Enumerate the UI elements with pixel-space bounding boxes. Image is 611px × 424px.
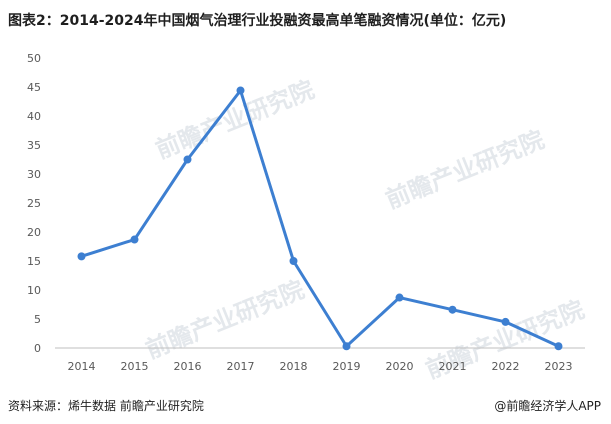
x-tick-label: 2018 (280, 360, 308, 373)
data-point (183, 155, 192, 164)
x-tick-label: 2019 (333, 360, 361, 373)
y-tick-label: 5 (34, 313, 41, 326)
y-tick-label: 20 (27, 226, 41, 239)
credit-note: @前瞻经济学人APP (494, 399, 601, 413)
y-tick-label: 50 (27, 52, 41, 65)
y-tick-label: 45 (27, 81, 41, 94)
data-point (554, 342, 563, 351)
source-note: 资料来源：烯牛数据 前瞻产业研究院 (8, 399, 204, 413)
data-point (77, 252, 86, 261)
data-point (289, 257, 298, 265)
data-point (342, 342, 351, 351)
series-line (80, 88, 560, 348)
y-tick-label: 30 (27, 168, 41, 181)
y-tick-label: 15 (27, 255, 41, 268)
data-point (236, 86, 245, 95)
x-tick-label: 2023 (545, 360, 573, 373)
y-tick-label: 35 (27, 139, 41, 152)
line-chart: 0 5 10 15 20 25 30 35 40 45 50 2014 2015 2016 2017 2018… (27, 52, 585, 373)
x-tick-label: 2022 (492, 360, 520, 373)
data-point (501, 317, 510, 326)
data-point (395, 293, 404, 302)
x-tick-label: 2015 (121, 360, 149, 373)
x-tick-label: 2020 (386, 360, 414, 373)
chart-area: 0 5 10 15 20 25 30 35 40 45 50 2014 2015 2016 2017 2018… (0, 40, 611, 385)
y-tick-label: 0 (34, 342, 41, 355)
y-tick-label: 25 (27, 197, 41, 210)
y-tick-label: 40 (27, 110, 41, 123)
x-tick-label: 2021 (439, 360, 467, 373)
chart-title: 图表2：2014-2024年中国烟气治理行业投融资最高单笔融资情况(单位：亿元) (8, 13, 507, 29)
x-tick-label: 2014 (68, 360, 96, 373)
data-point (448, 305, 457, 314)
y-tick-label: 10 (27, 284, 41, 297)
x-tick-label: 2016 (174, 360, 202, 373)
x-tick-label: 2017 (227, 360, 255, 373)
data-point (130, 235, 139, 244)
